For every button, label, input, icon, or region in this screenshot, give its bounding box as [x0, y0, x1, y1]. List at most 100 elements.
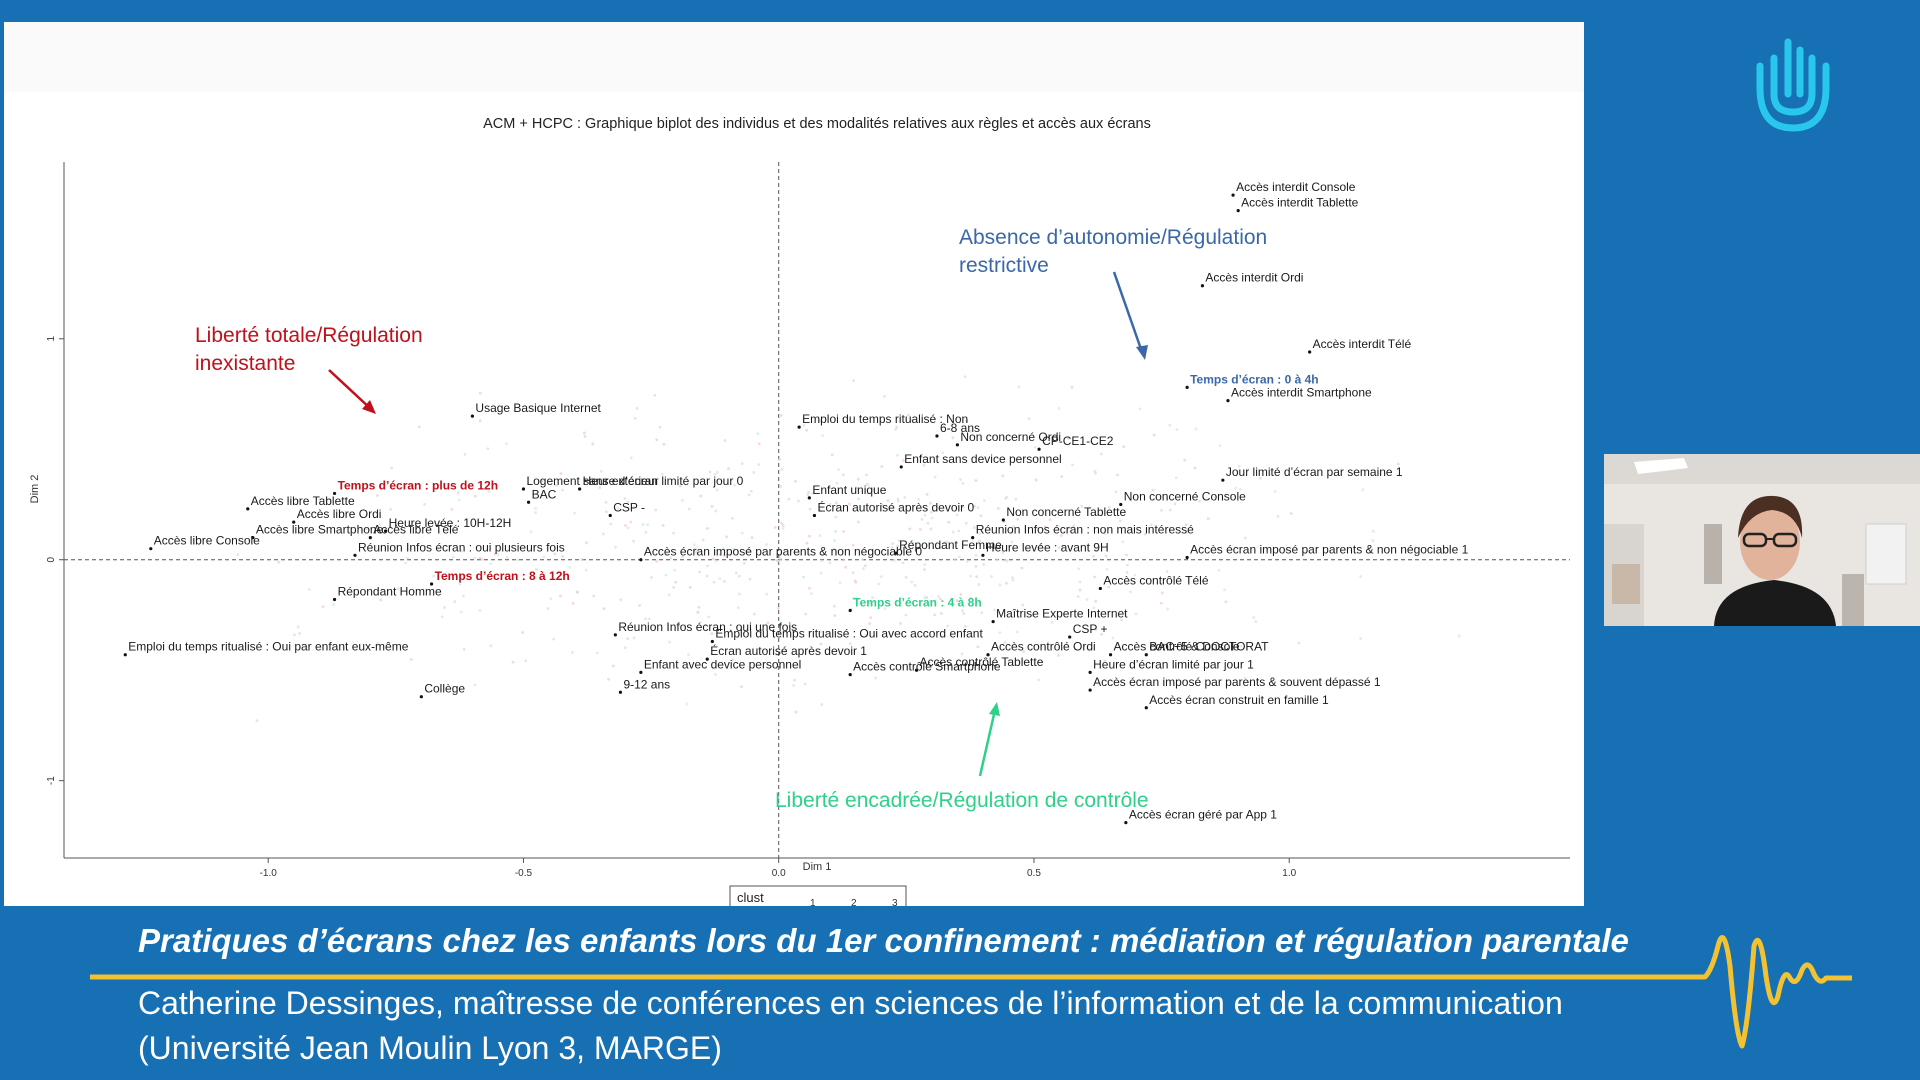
individual-point	[775, 653, 779, 657]
individual-point	[255, 719, 259, 723]
individual-point	[633, 416, 637, 420]
individual-point	[1133, 573, 1137, 577]
modality-point	[955, 443, 959, 447]
individual-point	[705, 574, 709, 578]
individual-point	[674, 580, 677, 584]
individual-point	[552, 637, 556, 641]
individual-point	[1067, 437, 1070, 440]
modality-point	[1037, 447, 1041, 451]
modality-point	[608, 513, 612, 518]
modality-point	[986, 653, 990, 657]
individual-point	[1151, 488, 1155, 492]
modality-point	[470, 414, 475, 418]
modality-label: Enfant avec device personnel	[644, 657, 801, 671]
individual-point	[808, 586, 811, 590]
individual-point	[713, 472, 717, 476]
individual-point	[962, 612, 966, 615]
individual-point	[1273, 490, 1277, 493]
individual-point	[961, 609, 964, 613]
individual-point	[591, 442, 595, 446]
plot-frame	[63, 162, 1570, 859]
individual-point	[842, 473, 845, 477]
individual-point	[699, 494, 702, 498]
individual-point	[780, 649, 784, 652]
individual-point	[961, 482, 965, 485]
individual-point	[293, 633, 296, 637]
individual-point	[321, 605, 325, 608]
modality-label: Écran autorisé après devoir 0	[817, 500, 974, 515]
individual-point	[998, 631, 1002, 635]
individual-point	[929, 527, 933, 531]
modality-label: Accès écran construit en famille 1	[1149, 693, 1329, 707]
individual-point	[911, 541, 915, 545]
modality-label: Accès libre Console	[154, 534, 260, 548]
individual-point	[298, 632, 301, 635]
individual-point	[405, 556, 409, 560]
individual-point	[957, 529, 961, 533]
individual-point	[913, 583, 917, 587]
individual-point	[933, 475, 937, 479]
modality-point	[246, 507, 250, 511]
individual-point	[582, 431, 586, 435]
individual-point	[1105, 568, 1109, 571]
individual-point	[1012, 525, 1016, 528]
individual-point	[1060, 475, 1064, 479]
individual-point	[529, 530, 533, 534]
y-tick-label: 1	[46, 336, 57, 342]
modality-point	[526, 500, 531, 504]
individual-point	[1224, 600, 1228, 604]
modality-point	[1236, 209, 1240, 213]
x-tick-label: 0.0	[772, 868, 786, 879]
individual-point	[995, 557, 999, 561]
individual-point	[842, 558, 846, 562]
individual-point	[857, 497, 860, 501]
individual-point	[896, 544, 900, 548]
individual-point	[805, 428, 809, 432]
individual-point	[623, 646, 627, 650]
individual-point	[1010, 540, 1014, 544]
individual-point	[665, 553, 669, 556]
modality-label: Accès interdit Tablette	[1241, 196, 1359, 210]
modality-point	[292, 520, 296, 524]
individual-point	[793, 479, 797, 483]
individual-point	[792, 684, 796, 687]
individual-point	[976, 506, 980, 510]
modality-point	[332, 491, 337, 496]
individual-point	[802, 575, 805, 579]
individual-point	[1193, 466, 1197, 470]
individual-point	[963, 375, 967, 379]
individual-point	[493, 552, 497, 556]
individual-point	[1050, 620, 1054, 624]
individual-point	[440, 615, 444, 619]
hand-logo-icon	[1756, 38, 1830, 132]
modality-label: Heure d’écran limité par jour 1	[1093, 657, 1254, 671]
individual-point	[1114, 490, 1118, 494]
individual-point	[573, 511, 576, 515]
individual-point	[697, 610, 700, 614]
individual-point	[933, 613, 937, 617]
individual-point	[1165, 569, 1169, 573]
individual-point	[980, 611, 984, 615]
individual-point	[1116, 643, 1120, 646]
individual-point	[473, 556, 477, 560]
individual-point	[930, 516, 934, 520]
individual-point	[891, 542, 895, 545]
individual-point	[457, 498, 461, 502]
individual-point	[1173, 502, 1177, 506]
individual-point	[773, 525, 777, 529]
individual-point	[1031, 613, 1035, 617]
modality-point	[1001, 518, 1005, 522]
individual-point	[451, 555, 455, 559]
individual-point	[939, 597, 942, 601]
individual-point	[695, 550, 698, 554]
individual-point	[1076, 595, 1080, 599]
individual-point	[710, 504, 714, 508]
modality-label: Non concerné Ordi	[960, 430, 1061, 444]
individual-point	[571, 602, 575, 605]
individual-point	[505, 442, 508, 446]
talk-title: Pratiques d’écrans chez les enfants lors…	[138, 922, 1629, 959]
individual-point	[534, 511, 537, 514]
individual-point	[951, 436, 955, 440]
individual-point	[1168, 508, 1172, 512]
modality-point	[894, 551, 898, 555]
